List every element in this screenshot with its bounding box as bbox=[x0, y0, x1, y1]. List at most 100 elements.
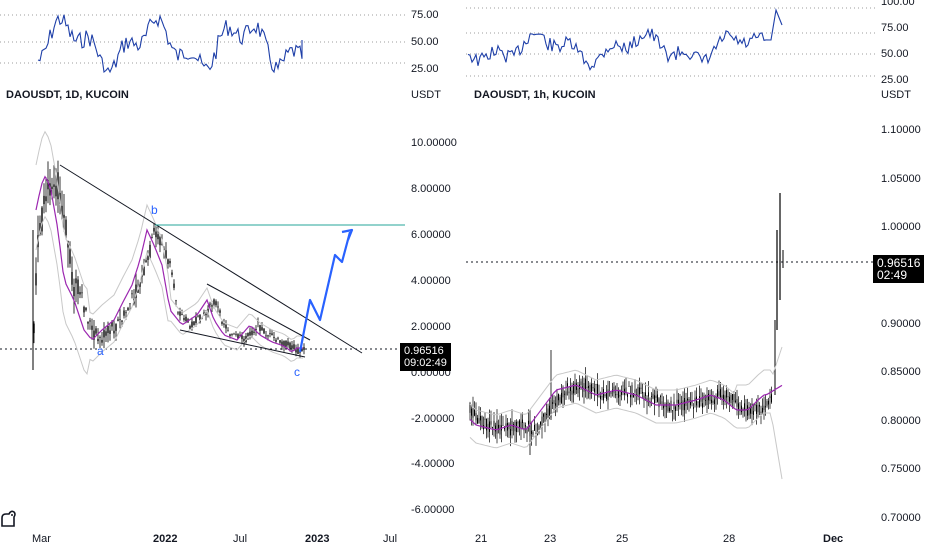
candle-body bbox=[615, 394, 616, 396]
left-chart-pane[interactable]: 75.00 50.00 25.00 DAOUSDT, 1D, KUCOIN US… bbox=[0, 0, 466, 550]
candle-body bbox=[129, 303, 131, 305]
candle-body bbox=[747, 405, 748, 416]
candle-body bbox=[147, 256, 149, 260]
candle-body bbox=[478, 418, 480, 424]
candle-body bbox=[595, 384, 597, 386]
candle-body bbox=[589, 384, 591, 394]
candle-body bbox=[145, 260, 147, 263]
wave-projection-arrowhead bbox=[341, 228, 354, 241]
candle-body bbox=[630, 394, 631, 398]
right-rsi-label-50: 50.00 bbox=[881, 48, 909, 60]
candle-body bbox=[577, 388, 579, 394]
candle-body bbox=[175, 300, 177, 302]
right-unit-label: USDT bbox=[881, 89, 911, 101]
wedge-lower-line bbox=[179, 329, 306, 358]
candle-body bbox=[727, 396, 729, 398]
candle-body bbox=[33, 323, 35, 334]
candle-body bbox=[472, 408, 474, 418]
wave-label-a: a bbox=[97, 344, 104, 358]
right-chart-canvas[interactable] bbox=[466, 0, 932, 550]
candle-body bbox=[87, 321, 89, 324]
candle-body bbox=[606, 391, 607, 400]
candle-body bbox=[766, 401, 768, 406]
left-time-label: 2023 bbox=[305, 533, 330, 545]
tradingview-logo-icon[interactable] bbox=[0, 506, 18, 528]
candle-body bbox=[287, 341, 289, 346]
right-price-label: 0.80000 bbox=[881, 415, 921, 427]
candle-body bbox=[283, 341, 285, 347]
candle-body bbox=[113, 330, 115, 334]
candle-body bbox=[640, 387, 642, 389]
candle-body bbox=[580, 381, 582, 385]
candle-body bbox=[753, 410, 754, 415]
candle-body bbox=[43, 195, 45, 205]
left-price-label: 10.00000 bbox=[411, 137, 457, 149]
candle-body bbox=[215, 301, 217, 306]
candle-body bbox=[556, 395, 558, 409]
candle-body bbox=[661, 401, 663, 405]
candle-body bbox=[559, 397, 561, 403]
candle-body bbox=[51, 186, 53, 190]
candle-body bbox=[221, 322, 223, 324]
candle-body bbox=[474, 409, 475, 416]
candle-body bbox=[754, 403, 756, 406]
candle-body bbox=[546, 413, 547, 416]
bollinger-lower bbox=[35, 215, 303, 375]
candle-body bbox=[504, 428, 505, 430]
candle-body bbox=[81, 292, 83, 294]
candle-body bbox=[487, 423, 489, 430]
candle-body bbox=[544, 413, 546, 422]
candle-body bbox=[93, 330, 95, 340]
candle-body bbox=[591, 383, 592, 394]
left-rsi-label-75: 75.00 bbox=[411, 9, 439, 21]
right-chart-pane[interactable]: 100.00 75.00 50.00 25.00 DAOUSDT, 1h, KU… bbox=[466, 0, 932, 550]
candle-body bbox=[628, 386, 630, 387]
candle-body bbox=[217, 306, 219, 308]
candle-body bbox=[535, 433, 537, 435]
candle-body bbox=[583, 383, 585, 392]
candle-body bbox=[83, 306, 85, 313]
candle-body bbox=[532, 431, 534, 435]
candle-body bbox=[724, 395, 726, 402]
right-price-label: 0.85000 bbox=[881, 366, 921, 378]
candle-body bbox=[143, 266, 145, 276]
candle-body bbox=[85, 307, 87, 311]
candle-body bbox=[741, 405, 742, 413]
candle-body bbox=[285, 340, 287, 347]
candle-body bbox=[211, 305, 213, 307]
right-last-price-tag: 0.96516 02:49 bbox=[873, 255, 925, 283]
wave-projection-path bbox=[298, 231, 352, 353]
candle-body bbox=[75, 278, 77, 284]
left-price-label: 2.00000 bbox=[411, 321, 451, 333]
candle-body bbox=[526, 429, 528, 434]
candle-body bbox=[197, 315, 199, 317]
candle-body bbox=[63, 214, 65, 218]
candle-body bbox=[119, 319, 121, 321]
candle-body bbox=[480, 415, 481, 421]
candle-body bbox=[771, 394, 772, 403]
wave-label-b: b bbox=[151, 203, 158, 217]
candle-body bbox=[159, 236, 161, 246]
candle-body bbox=[169, 261, 171, 264]
candle-body bbox=[729, 396, 730, 402]
candle-body bbox=[271, 333, 273, 335]
candle-body bbox=[756, 405, 757, 414]
candle-body bbox=[73, 286, 75, 297]
candle-body bbox=[732, 394, 733, 400]
candle-body bbox=[718, 391, 720, 396]
candle-body bbox=[643, 395, 645, 401]
candle-body bbox=[191, 321, 193, 328]
candle-body bbox=[95, 328, 97, 334]
candle-body bbox=[748, 406, 750, 416]
candle-body bbox=[495, 425, 496, 432]
right-time-label: 28 bbox=[723, 533, 736, 545]
candle-body bbox=[598, 395, 600, 397]
candle-body bbox=[657, 394, 658, 402]
left-chart-canvas[interactable] bbox=[0, 0, 466, 550]
candle-body bbox=[588, 385, 589, 389]
right-rsi-label-25: 25.00 bbox=[881, 74, 909, 86]
candle-body bbox=[35, 273, 37, 286]
left-last-price: 0.96516 bbox=[404, 345, 444, 357]
candle-body bbox=[726, 390, 727, 398]
candle-body bbox=[99, 337, 101, 338]
